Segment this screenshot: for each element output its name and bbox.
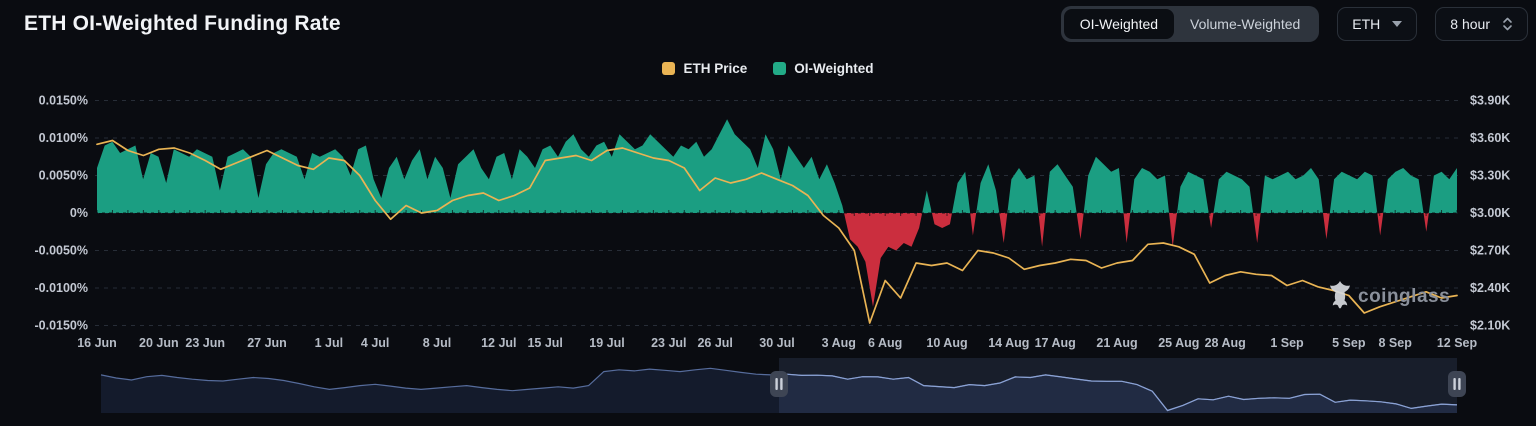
coinglass-bull-icon — [1330, 281, 1350, 309]
svg-text:3 Aug: 3 Aug — [822, 336, 856, 350]
svg-text:$2.70K: $2.70K — [1470, 244, 1510, 258]
svg-text:$3.30K: $3.30K — [1470, 169, 1510, 183]
x-axis-labels: 16 Jun 20 Jun 23 Jun 27 Jun 1 Jul 4 Jul 8 Jul 1… — [77, 336, 1477, 350]
svg-text:15 Jul: 15 Jul — [527, 336, 562, 350]
eth-price-line — [96, 139, 1458, 324]
svg-text:$3.90K: $3.90K — [1470, 94, 1510, 108]
svg-text:6 Aug: 6 Aug — [868, 336, 902, 350]
left-axis-labels: 0.0150% 0.0100% 0.0050% 0% -0.0050% -0.0100% -… — [34, 94, 88, 333]
svg-text:$3.60K: $3.60K — [1470, 131, 1510, 145]
x-axis-day-ticks — [96, 210, 1458, 216]
svg-text:0.0050%: 0.0050% — [39, 169, 88, 183]
tab-oi-weighted[interactable]: OI-Weighted — [1063, 9, 1175, 39]
symbol-select-value: ETH — [1352, 16, 1381, 32]
legend-item-eth-price[interactable]: ETH Price — [662, 61, 747, 76]
svg-text:0.0150%: 0.0150% — [39, 94, 88, 108]
svg-text:5 Sep: 5 Sep — [1332, 336, 1366, 350]
navigator-line-selected — [779, 373, 1457, 412]
navigator[interactable] — [100, 358, 1466, 413]
svg-text:19 Jul: 19 Jul — [589, 336, 624, 350]
header-controls: OI-Weighted Volume-Weighted ETH 8 hour — [1060, 6, 1528, 42]
svg-text:0.0100%: 0.0100% — [39, 131, 88, 145]
svg-text:14 Aug: 14 Aug — [988, 336, 1029, 350]
svg-text:$3.00K: $3.00K — [1470, 206, 1510, 220]
svg-text:-0.0100%: -0.0100% — [34, 281, 88, 295]
oi-weighted-swatch-icon — [773, 62, 787, 75]
svg-text:10 Aug: 10 Aug — [926, 336, 967, 350]
svg-text:12 Sep: 12 Sep — [1437, 336, 1478, 350]
legend-label-eth-price: ETH Price — [683, 61, 748, 76]
svg-text:16 Jun: 16 Jun — [77, 336, 117, 350]
svg-text:27 Jun: 27 Jun — [247, 336, 287, 350]
chevron-down-icon — [1392, 21, 1403, 27]
navigator-selection[interactable] — [779, 358, 1457, 413]
svg-text:8 Sep: 8 Sep — [1379, 336, 1413, 350]
legend-label-oi-weighted: OI-Weighted — [794, 61, 874, 76]
legend-item-oi-weighted[interactable]: OI-Weighted — [773, 61, 874, 76]
svg-text:23 Jul: 23 Jul — [651, 336, 686, 350]
svg-text:$2.40K: $2.40K — [1470, 281, 1510, 295]
svg-text:8 Jul: 8 Jul — [423, 336, 452, 350]
interval-select[interactable]: 8 hour — [1435, 7, 1528, 41]
eth-price-swatch-icon — [662, 62, 676, 75]
symbol-select[interactable]: ETH — [1337, 7, 1418, 41]
interval-select-value: 8 hour — [1450, 16, 1490, 32]
svg-text:12 Jul: 12 Jul — [481, 336, 516, 350]
header: ETH OI-Weighted Funding Rate OI-Weighted… — [0, 0, 1536, 44]
legend: ETH Price OI-Weighted — [0, 61, 1536, 76]
svg-text:0%: 0% — [70, 206, 88, 220]
navigator-left-handle[interactable] — [770, 371, 788, 397]
svg-text:26 Jul: 26 Jul — [697, 336, 732, 350]
page-title: ETH OI-Weighted Funding Rate — [24, 12, 341, 35]
svg-text:$2.10K: $2.10K — [1470, 319, 1510, 333]
svg-text:30 Jul: 30 Jul — [759, 336, 794, 350]
right-axis-labels: $3.90K $3.60K $3.30K $3.00K $2.70K $2.40K $2.1… — [1470, 94, 1510, 333]
svg-text:1 Jul: 1 Jul — [315, 336, 344, 350]
updown-stepper-icon — [1503, 17, 1512, 31]
svg-text:21 Aug: 21 Aug — [1096, 336, 1137, 350]
coinglass-watermark: coinglass — [1330, 281, 1450, 309]
svg-text:17 Aug: 17 Aug — [1035, 336, 1076, 350]
watermark-text: coinglass — [1358, 286, 1450, 307]
svg-text:23 Jun: 23 Jun — [185, 336, 225, 350]
funding-area-positive — [97, 119, 1457, 213]
svg-text:1 Sep: 1 Sep — [1270, 336, 1304, 350]
svg-text:25 Aug: 25 Aug — [1158, 336, 1199, 350]
svg-text:-0.0150%: -0.0150% — [34, 319, 88, 333]
svg-text:20 Jun: 20 Jun — [139, 336, 179, 350]
tab-volume-weighted[interactable]: Volume-Weighted — [1174, 9, 1316, 39]
svg-text:4 Jul: 4 Jul — [361, 336, 390, 350]
navigator-right-handle[interactable] — [1448, 371, 1466, 397]
svg-text:-0.0050%: -0.0050% — [34, 244, 88, 258]
svg-text:28 Aug: 28 Aug — [1205, 336, 1246, 350]
mode-toggle: OI-Weighted Volume-Weighted — [1060, 6, 1320, 42]
